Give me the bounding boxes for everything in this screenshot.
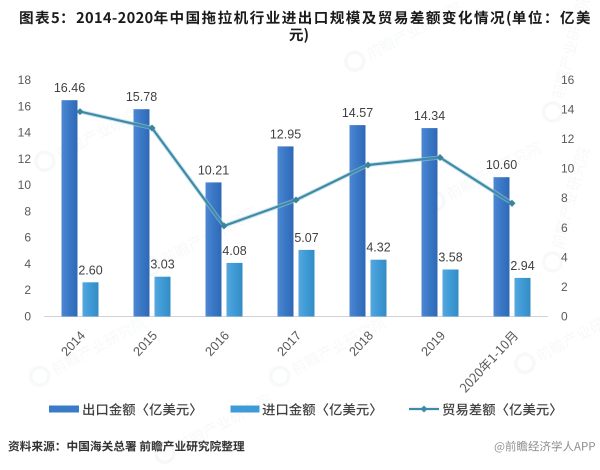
svg-text:8: 8 [24, 204, 31, 218]
svg-text:6: 6 [561, 221, 568, 235]
svg-text:3.03: 3.03 [150, 258, 174, 272]
svg-text:2.60: 2.60 [78, 263, 102, 277]
svg-text:12: 12 [18, 152, 32, 166]
svg-text:12.95: 12.95 [270, 127, 301, 141]
svg-text:12: 12 [561, 132, 575, 146]
svg-text:14.34: 14.34 [414, 109, 445, 123]
svg-text:0: 0 [24, 310, 31, 324]
svg-text:4.32: 4.32 [366, 241, 390, 255]
svg-text:15.78: 15.78 [126, 90, 157, 104]
svg-text:16: 16 [18, 99, 32, 113]
svg-text:6: 6 [24, 231, 31, 245]
svg-text:10.60: 10.60 [486, 158, 517, 172]
svg-text:4.08: 4.08 [222, 244, 246, 258]
svg-text:2: 2 [24, 283, 31, 297]
svg-text:2.94: 2.94 [510, 259, 534, 273]
svg-text:16: 16 [561, 73, 575, 87]
svg-text:4: 4 [561, 250, 568, 264]
svg-text:8: 8 [561, 191, 568, 205]
svg-text:14: 14 [18, 126, 32, 140]
svg-text:14: 14 [561, 103, 575, 117]
svg-text:3.58: 3.58 [438, 251, 462, 265]
svg-text:10: 10 [561, 162, 575, 176]
svg-text:10.21: 10.21 [198, 163, 229, 177]
svg-text:2: 2 [561, 280, 568, 294]
svg-text:10: 10 [18, 178, 32, 192]
svg-text:4: 4 [24, 257, 31, 271]
svg-text:16.46: 16.46 [54, 81, 85, 95]
svg-text:14.57: 14.57 [342, 106, 373, 120]
svg-text:18: 18 [18, 73, 32, 87]
svg-text:0: 0 [561, 310, 568, 324]
svg-text:5.07: 5.07 [294, 231, 318, 245]
